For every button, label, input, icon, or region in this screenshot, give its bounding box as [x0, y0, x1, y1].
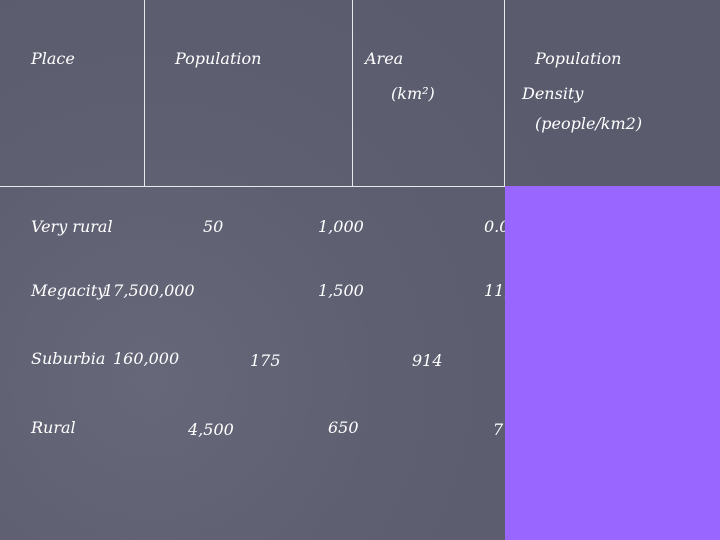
row-megacity-population: 17,500,000	[103, 281, 195, 300]
row-suburbia-population: 160,000	[113, 349, 180, 368]
row-very-rural-population: 50	[203, 217, 224, 236]
row-very-rural-density: 0.0	[484, 217, 510, 236]
row-very-rural-place: Very rural	[31, 217, 113, 236]
row-megacity-place: Megacity	[31, 281, 107, 300]
row-rural-place: Rural	[31, 418, 76, 437]
row-rural-density: 7	[493, 420, 504, 439]
grid-line-vertical-1	[144, 0, 145, 186]
grid-line-horizontal	[0, 186, 505, 187]
header-area: Area	[365, 49, 404, 68]
header-population: Population	[175, 49, 262, 68]
grid-line-vertical-3	[504, 0, 505, 186]
header-density: Population	[535, 49, 622, 68]
density-cover-box	[505, 186, 720, 540]
row-very-rural-area: 1,000	[318, 217, 364, 236]
grid-line-vertical-2	[352, 0, 353, 186]
header-area-unit: (km²)	[391, 84, 435, 103]
row-rural-population: 4,500	[188, 420, 234, 439]
row-rural-area: 650	[328, 418, 359, 437]
row-suburbia-area: 175	[250, 351, 281, 370]
row-suburbia-density: 914	[412, 351, 443, 370]
header-density-unit: (people/km2)	[535, 114, 643, 133]
row-megacity-area: 1,500	[318, 281, 364, 300]
header-place: Place	[31, 49, 75, 68]
header-density-line2: Density	[522, 84, 584, 103]
row-suburbia-place: Suburbia	[31, 349, 106, 368]
